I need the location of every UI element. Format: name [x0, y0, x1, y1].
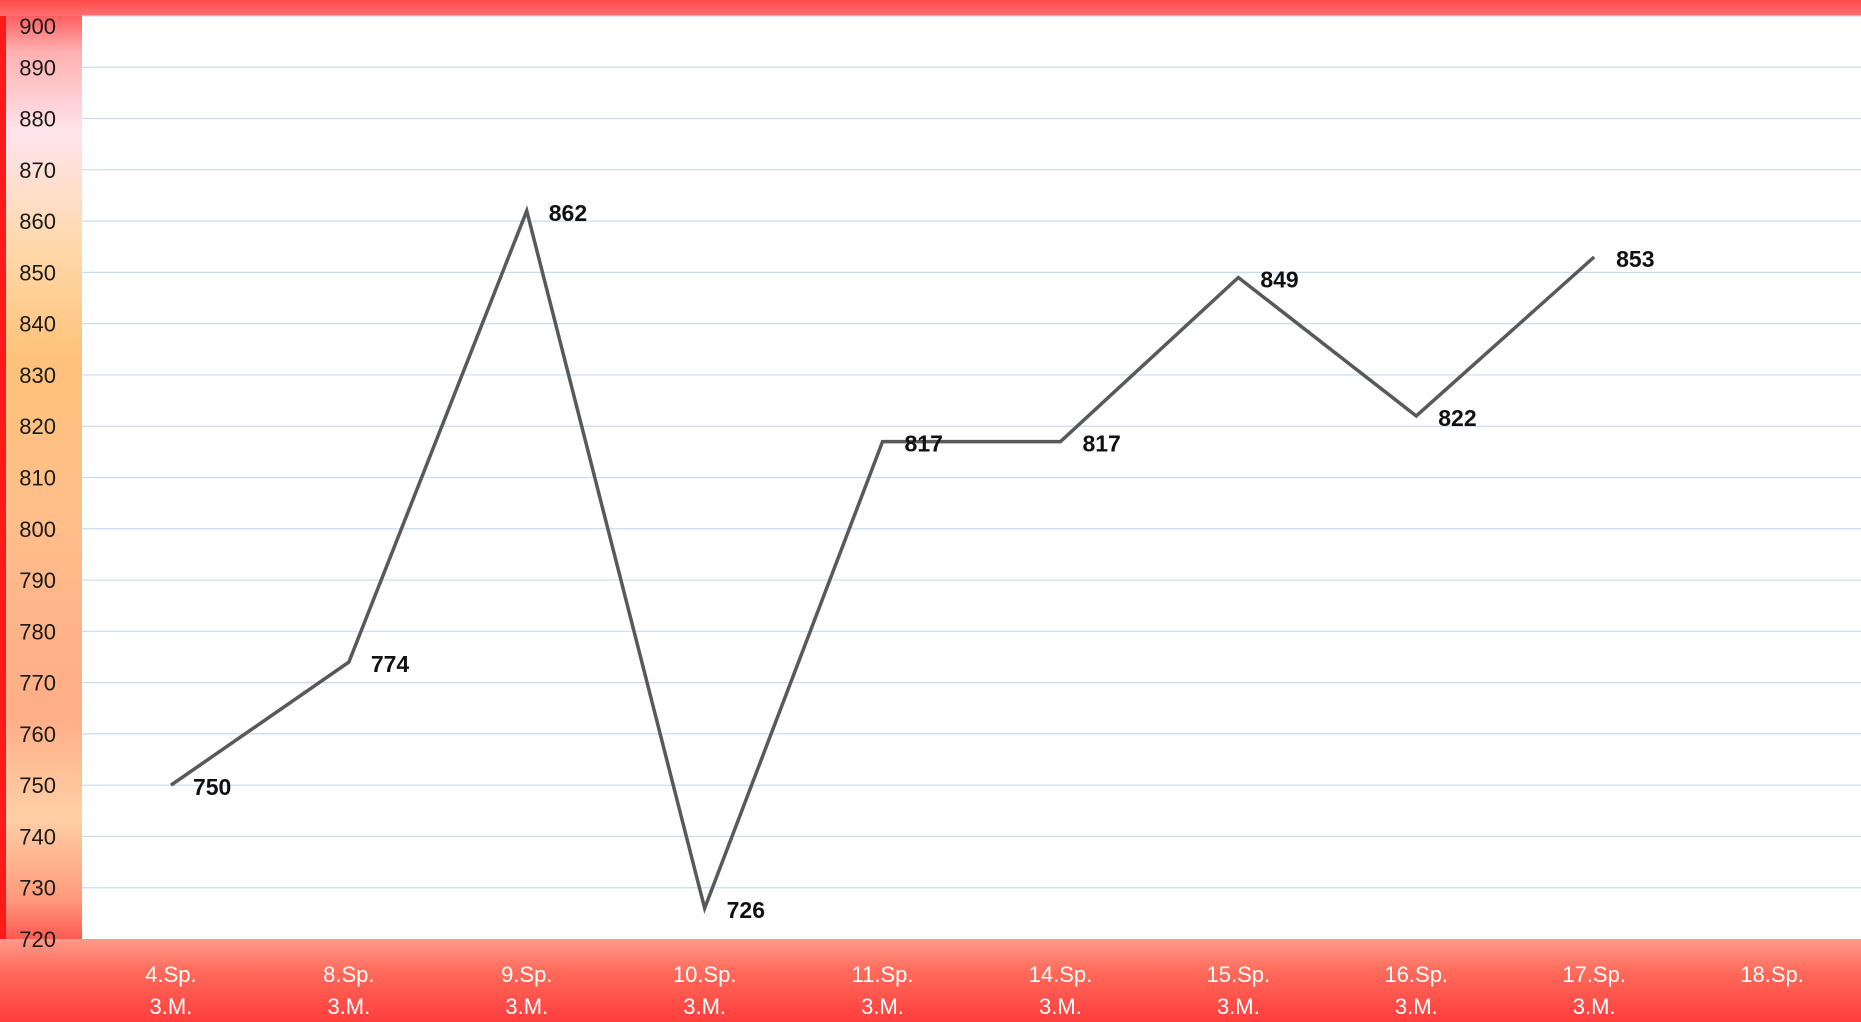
x-tick-sublabel: 3.M. [1039, 994, 1082, 1019]
data-label: 750 [193, 774, 231, 800]
x-tick-label: 8.Sp. [323, 962, 374, 987]
x-tick-label: 4.Sp. [145, 962, 196, 987]
y-tick-label: 820 [19, 414, 56, 439]
bottom-gradient-band [0, 939, 1861, 1022]
x-tick-sublabel: 3.M. [1573, 994, 1616, 1019]
data-labels: 750 774 862 726 817 817 849 822 853 [193, 200, 1655, 923]
series-line [169, 205, 1596, 915]
y-axis-ticks: 720 730 740 750 760 770 780 790 800 810 820 830 840 8… [19, 14, 56, 952]
data-label: 817 [1082, 431, 1120, 457]
y-tick-label: 800 [19, 517, 56, 542]
y-tick-label: 730 [19, 876, 56, 901]
y-tick-label: 780 [19, 619, 56, 644]
x-tick-sublabel: 3.M. [683, 994, 726, 1019]
data-label: 862 [549, 200, 587, 226]
data-label: 853 [1616, 246, 1654, 272]
x-tick-label: 16.Sp. [1384, 962, 1448, 987]
x-tick-sublabel: 3.M. [150, 994, 193, 1019]
gridlines [82, 15, 1861, 889]
data-label: 849 [1260, 267, 1298, 293]
left-edge-stripe [0, 0, 6, 1022]
x-tick-sublabel: 3.M. [861, 994, 904, 1019]
data-label: 774 [371, 651, 410, 677]
x-tick-label: 17.Sp. [1562, 962, 1626, 987]
y-tick-label: 750 [19, 773, 56, 798]
x-tick-sublabel: 3.M. [1217, 994, 1260, 1019]
data-label: 726 [727, 897, 765, 923]
y-tick-label: 840 [19, 312, 56, 337]
x-axis-ticks: 4.Sp. 3.M. 8.Sp. 3.M. 9.Sp. 3.M. 10.Sp. 3.M. 11.… [145, 962, 1804, 1019]
series-line-group [169, 205, 1596, 915]
y-tick-label: 810 [19, 466, 56, 491]
x-tick-label: 9.Sp. [501, 962, 552, 987]
y-tick-label: 850 [19, 260, 56, 285]
data-label: 822 [1438, 405, 1476, 431]
y-tick-label: 770 [19, 671, 56, 696]
top-gradient-band [0, 0, 1861, 16]
y-tick-label: 860 [19, 209, 56, 234]
x-tick-label: 15.Sp. [1207, 962, 1271, 987]
y-tick-label: 760 [19, 722, 56, 747]
y-tick-label: 830 [19, 363, 56, 388]
x-tick-label: 18.Sp. [1740, 962, 1804, 987]
y-tick-label: 740 [19, 824, 56, 849]
y-tick-label: 900 [19, 14, 56, 39]
left-gradient-band [0, 0, 82, 1022]
x-tick-sublabel: 3.M. [327, 994, 370, 1019]
y-tick-label: 880 [19, 107, 56, 132]
y-tick-label: 720 [19, 927, 56, 952]
x-tick-sublabel: 3.M. [505, 994, 548, 1019]
data-label: 817 [905, 431, 943, 457]
x-tick-label: 11.Sp. [852, 962, 914, 987]
y-tick-label: 870 [19, 158, 56, 183]
x-tick-label: 10.Sp. [673, 962, 737, 987]
y-tick-label: 790 [19, 568, 56, 593]
x-tick-label: 14.Sp. [1029, 962, 1093, 987]
y-tick-label: 890 [19, 55, 56, 80]
x-tick-sublabel: 3.M. [1395, 994, 1438, 1019]
